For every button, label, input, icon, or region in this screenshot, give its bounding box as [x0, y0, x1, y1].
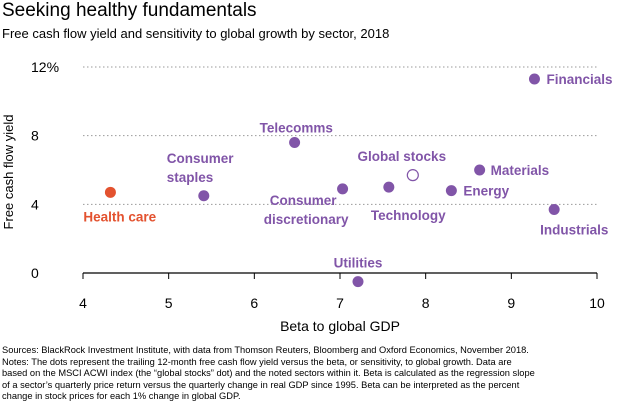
point-materials [474, 164, 486, 176]
x-tick-label: 9 [507, 295, 515, 311]
notes-line: based on the MSCI ACWI index (the “globa… [2, 368, 535, 378]
point-label-industrials: Industrials [540, 222, 608, 237]
x-tick-label: 10 [589, 295, 605, 311]
point-utilities [352, 276, 364, 288]
notes-line: Notes: The dots represent the trailing 1… [2, 356, 512, 367]
point-telecomms [289, 137, 301, 149]
point-label-consumer-staples: Consumer staples [167, 151, 235, 185]
x-tick-label: 7 [336, 295, 344, 311]
y-tick-label: 12% [31, 59, 59, 75]
point-industrials [548, 203, 560, 215]
point-global-stocks [406, 169, 419, 182]
point-label-energy: Energy [463, 184, 509, 199]
y-axis-label: Free cash flow yield [1, 115, 16, 230]
x-tick-label: 6 [250, 295, 258, 311]
y-tick-label: 0 [31, 265, 39, 281]
point-label-utilities: Utilities [334, 256, 383, 271]
point-financials [528, 73, 540, 85]
x-tick-label: 8 [422, 295, 430, 311]
x-axis-label: Beta to global GDP [280, 318, 400, 334]
notes-line: Sources: BlackRock Investment Institute,… [2, 345, 529, 355]
notes-line: change in stock prices for each 1% chang… [2, 391, 241, 401]
point-label-global-stocks: Global stocks [358, 149, 447, 164]
point-health-care [104, 186, 116, 198]
chart-subtitle: Free cash flow yield and sensitivity to … [2, 26, 390, 41]
notes-line: of a sector’s quarterly price return ver… [2, 379, 520, 390]
chart-title: Seeking healthy fundamentals [2, 0, 257, 21]
y-tick-label: 8 [31, 128, 39, 144]
point-technology [383, 181, 395, 193]
point-label-health-care: Health care [83, 209, 156, 224]
scatter-plot: 0 4 8 12% 4 5 6 7 8 9 10 Beta to global GDP Free cas… [1, 59, 612, 334]
point-consumer-discretionary [337, 183, 349, 195]
point-label-telecomms: Telecomms [260, 121, 333, 136]
point-label-materials: Materials [491, 163, 550, 178]
point-label-financials: Financials [546, 72, 612, 87]
chart-notes: Sources: BlackRock Investment Institute,… [2, 345, 618, 403]
x-tick-label: 5 [165, 295, 173, 311]
point-energy [445, 185, 457, 197]
point-consumer-staples [198, 190, 210, 202]
y-tick-label: 4 [31, 196, 39, 212]
point-label-technology: Technology [371, 208, 446, 223]
x-tick-label: 4 [79, 295, 87, 311]
point-label-consumer-discretionary: Consumer discretionary [264, 193, 349, 227]
